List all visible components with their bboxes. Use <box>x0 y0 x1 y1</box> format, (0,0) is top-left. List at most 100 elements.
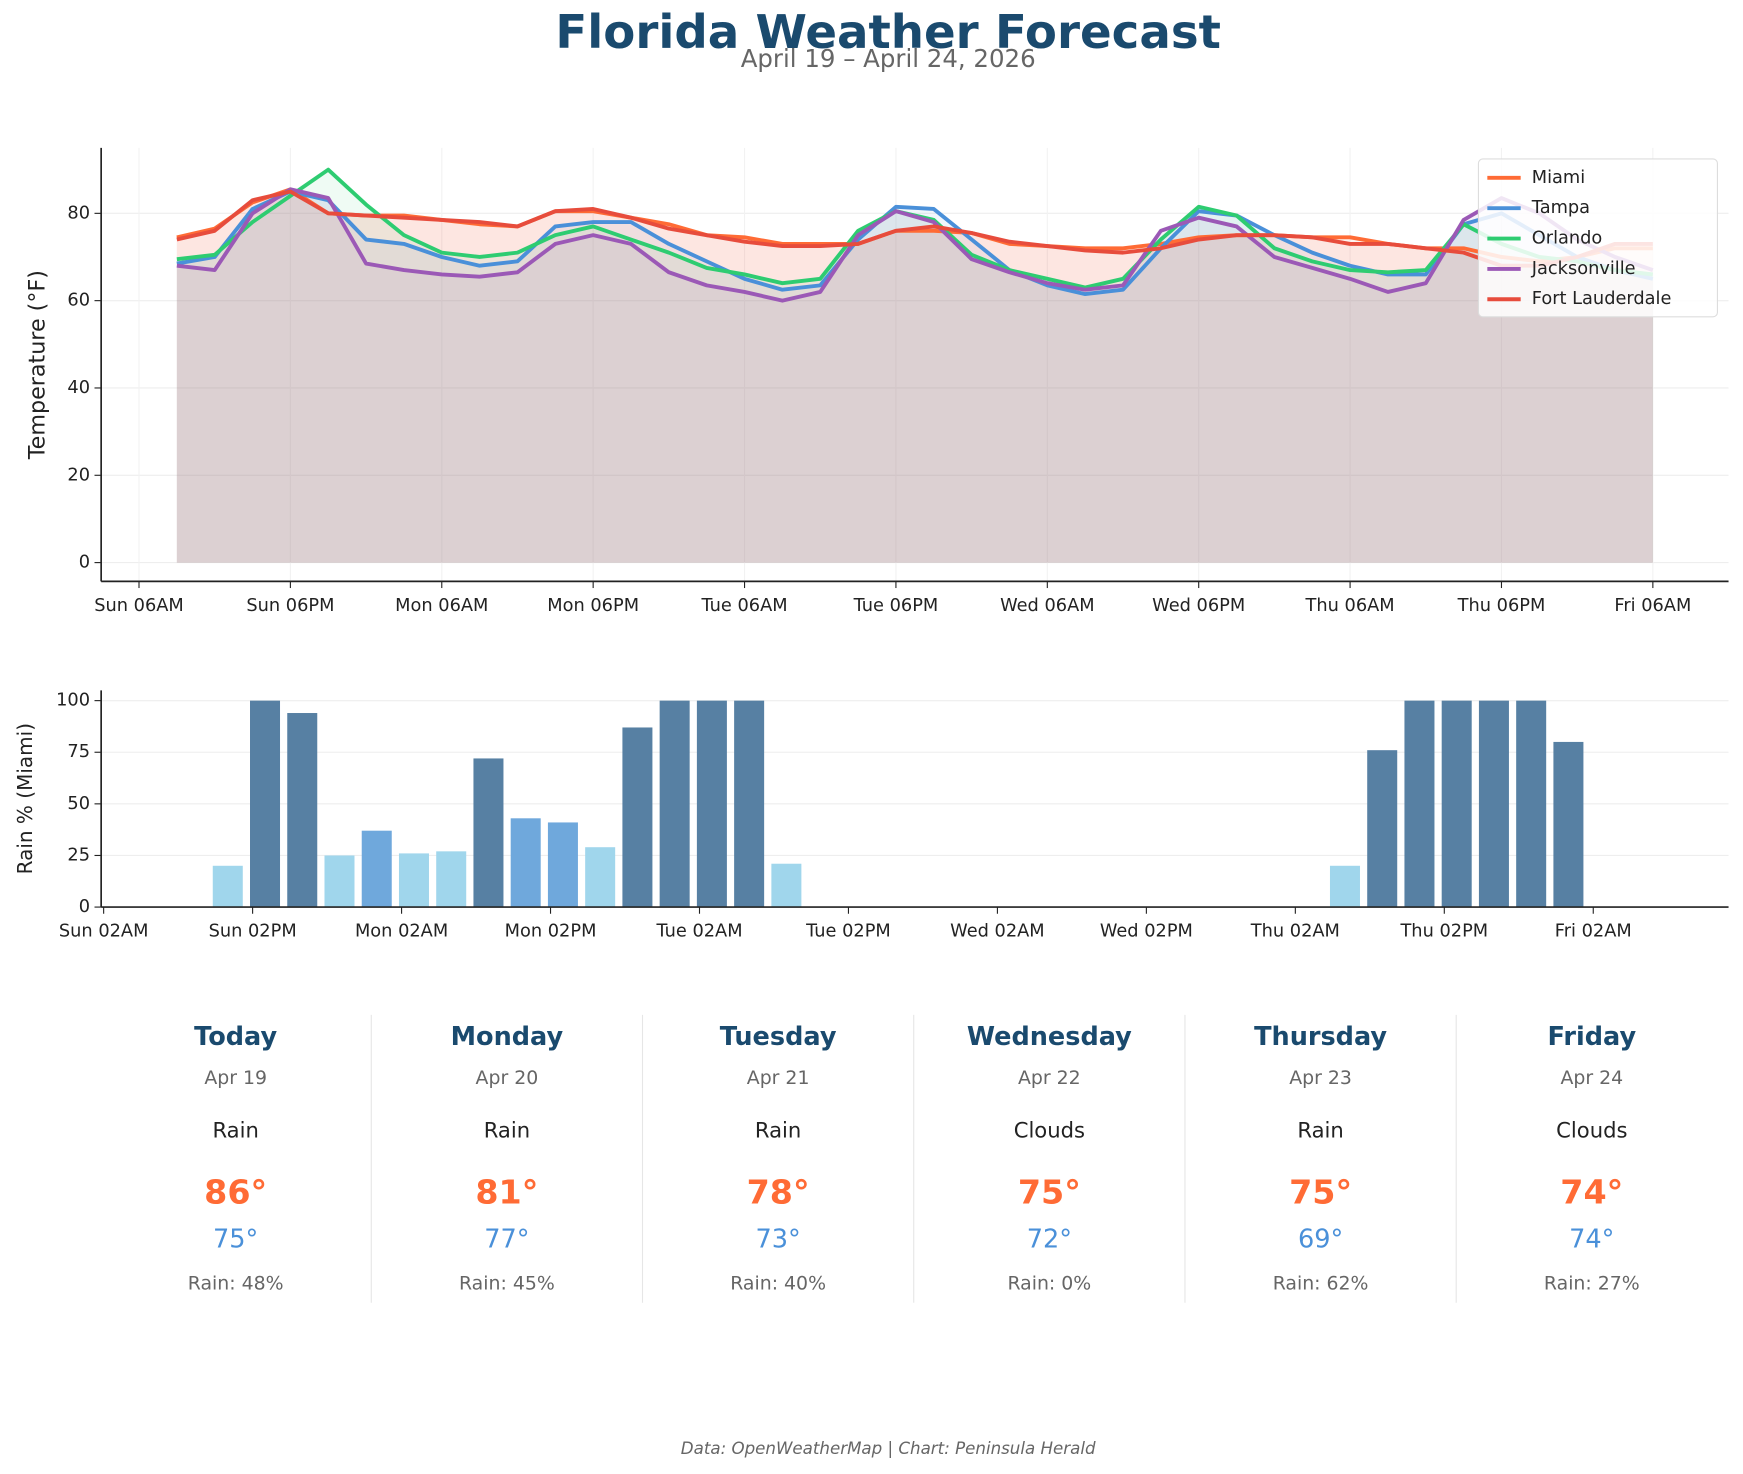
bar <box>1441 700 1472 908</box>
rain-chance: Rain: 62% <box>1273 1272 1369 1294</box>
x-tick-label: Sun 06AM <box>94 595 184 616</box>
legend-label: Miami <box>1532 167 1585 188</box>
day-name: Wednesday <box>967 1022 1132 1052</box>
y-tick-label: 40 <box>67 377 90 398</box>
day-name: Tuesday <box>720 1022 837 1052</box>
y-tick-label: 60 <box>67 290 90 311</box>
y-tick-label: 100 <box>56 690 90 711</box>
day-name: Friday <box>1548 1022 1637 1052</box>
y-tick-label: 50 <box>67 793 90 814</box>
title: Florida Weather Forecast <box>555 6 1221 60</box>
bar <box>1516 700 1547 908</box>
area <box>176 169 1653 563</box>
bar <box>696 700 727 908</box>
y-axis-label: Rain % (Miami) <box>13 723 37 874</box>
area <box>176 189 1653 563</box>
day-name: Today <box>194 1022 277 1052</box>
legend-label: Orlando <box>1532 228 1603 249</box>
x-tick-label: Mon 06AM <box>395 595 488 616</box>
x-tick-label: Fri 06AM <box>1614 595 1691 616</box>
bar <box>212 865 243 908</box>
x-tick-label: Thu 06AM <box>1305 595 1395 616</box>
rain-chance: Rain: 0% <box>1007 1272 1091 1294</box>
x-tick-label: Wed 06AM <box>1000 595 1094 616</box>
legend-box <box>1477 158 1718 318</box>
x-tick-label: Wed 06PM <box>1152 595 1245 616</box>
x-tick-label: Mon 02PM <box>505 921 597 942</box>
day-name: Thursday <box>1254 1022 1387 1052</box>
x-tick-label: Wed 02PM <box>1100 921 1193 942</box>
high-temp: 81° <box>475 1172 538 1211</box>
bar <box>622 727 653 908</box>
low-temp: 75° <box>213 1225 258 1255</box>
low-temp: 69° <box>1298 1225 1343 1255</box>
legend-label: Jacksonville <box>1531 258 1636 279</box>
area <box>176 191 1653 563</box>
condition: Rain <box>212 1118 258 1143</box>
bar <box>1553 741 1584 908</box>
x-tick-label: Tue 02AM <box>655 921 742 942</box>
day-date: Apr 20 <box>476 1067 539 1089</box>
y-tick-label: 0 <box>79 552 90 573</box>
line <box>176 187 1654 303</box>
condition: Clouds <box>1556 1118 1627 1143</box>
y-axis-label: Temperature (°F) <box>24 270 50 460</box>
rain-chance: Rain: 45% <box>459 1272 555 1294</box>
line <box>176 189 1654 297</box>
low-temp: 74° <box>1569 1225 1614 1255</box>
high-temp: 86° <box>204 1172 267 1211</box>
low-temp: 77° <box>484 1225 529 1255</box>
x-tick-label: Tue 06PM <box>853 595 939 616</box>
rain-chance: Rain: 40% <box>730 1272 826 1294</box>
line <box>176 189 1653 268</box>
low-temp: 72° <box>1027 1225 1072 1255</box>
condition: Rain <box>755 1118 801 1143</box>
y-tick-label: 80 <box>67 202 90 223</box>
condition: Rain <box>484 1118 530 1143</box>
bar <box>436 851 467 908</box>
area <box>176 191 1653 563</box>
day-date: Apr 21 <box>747 1067 810 1089</box>
x-tick-label: Sun 02AM <box>59 921 149 942</box>
day-date: Apr 22 <box>1018 1067 1081 1089</box>
y-tick-label: 25 <box>67 844 90 865</box>
bar <box>1329 865 1360 908</box>
bar <box>659 700 690 908</box>
x-tick-label: Sun 06PM <box>246 595 334 616</box>
x-tick-label: Sun 02PM <box>209 921 297 942</box>
x-tick-label: Mon 06PM <box>547 595 639 616</box>
y-tick-label: 20 <box>67 464 90 485</box>
bar <box>1404 700 1435 908</box>
footer: Data: OpenWeatherMap | Chart: Peninsula … <box>681 1439 1096 1458</box>
day-name: Monday <box>451 1022 564 1052</box>
x-tick-label: Thu 02AM <box>1250 921 1340 942</box>
condition: Rain <box>1297 1118 1343 1143</box>
x-tick-label: Thu 06PM <box>1457 595 1546 616</box>
low-temp: 73° <box>755 1225 800 1255</box>
bar <box>324 855 355 908</box>
x-tick-label: Fri 02AM <box>1555 921 1632 942</box>
y-tick-label: 0 <box>79 896 90 917</box>
high-temp: 75° <box>1289 1172 1352 1211</box>
high-temp: 78° <box>747 1172 810 1211</box>
bar <box>771 863 802 908</box>
bar <box>547 822 578 908</box>
bar <box>1367 750 1398 908</box>
bar <box>473 758 504 908</box>
bar <box>510 818 541 908</box>
bar <box>585 847 616 908</box>
high-temp: 75° <box>1018 1172 1081 1211</box>
bar <box>398 853 429 908</box>
bar <box>287 713 318 908</box>
bar <box>361 830 392 908</box>
x-tick-label: Wed 02AM <box>950 921 1044 942</box>
area <box>176 189 1653 563</box>
condition: Clouds <box>1014 1118 1085 1143</box>
legend-label: Tampa <box>1531 197 1590 218</box>
legend-label: Fort Lauderdale <box>1532 288 1672 309</box>
bar <box>250 700 281 908</box>
high-temp: 74° <box>1560 1172 1623 1211</box>
x-tick-label: Thu 02PM <box>1399 921 1488 942</box>
x-tick-label: Tue 02PM <box>805 921 891 942</box>
